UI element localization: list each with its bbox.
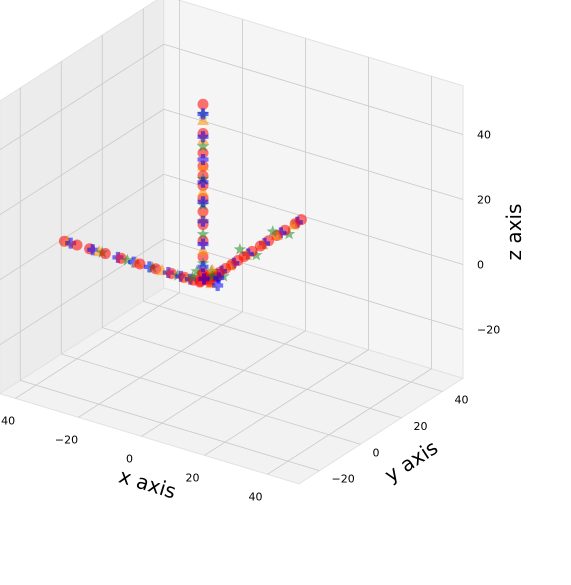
back-pane — [163, 0, 464, 379]
grid-y-floor — [143, 300, 443, 392]
z-tick-label: −20 — [477, 324, 500, 337]
circle-point — [197, 98, 209, 110]
plus-point — [197, 154, 209, 165]
tick-labels: −40 −20 0 20 40 −20 0 20 40 −20 0 20 40 — [0, 129, 500, 504]
left-pane — [0, 0, 165, 395]
triangle-point — [197, 185, 209, 197]
grid-x-floor — [267, 368, 432, 475]
star-point — [190, 264, 203, 277]
x-tick-label: 0 — [126, 452, 133, 465]
circle-point — [99, 248, 111, 260]
grid-z-back — [163, 238, 464, 330]
star-point — [233, 243, 247, 255]
plus-point — [197, 176, 209, 188]
circle-point — [134, 258, 146, 270]
x-tick-label: −40 — [0, 414, 15, 427]
grid-x-floor — [78, 311, 243, 418]
plus-point — [197, 261, 209, 273]
star-point — [206, 269, 219, 282]
star-point — [121, 253, 134, 266]
star-point — [186, 270, 199, 283]
plus-point — [197, 238, 209, 250]
z-tick-label: 0 — [477, 259, 484, 272]
plus-point — [213, 272, 225, 284]
grid-lines — [0, 0, 464, 475]
grid-y-floor — [61, 353, 361, 445]
z-axis-label: z axis — [502, 204, 526, 261]
x-tick-label: 20 — [186, 471, 200, 484]
x-axis-label: x axis — [116, 464, 179, 504]
plus-point — [212, 279, 224, 291]
plus-point — [128, 256, 140, 268]
grid-x-floor — [141, 330, 306, 437]
plus-point — [197, 131, 209, 143]
x-tick-label: −20 — [55, 433, 78, 446]
circle-point — [71, 239, 83, 251]
circle-point — [166, 268, 177, 279]
plus-point — [197, 196, 209, 208]
plus-point — [198, 273, 210, 285]
x-tick-label: 40 — [249, 490, 263, 503]
data-points — [58, 98, 307, 291]
grid-z-left — [0, 238, 164, 346]
axis-panes — [0, 0, 465, 485]
grid-y-floor — [102, 327, 402, 419]
z-tick-label: 40 — [477, 129, 491, 142]
y-tick-label: −20 — [332, 473, 355, 486]
plus-point — [65, 237, 77, 249]
grid-z-back — [163, 173, 464, 265]
y-tick-label: 20 — [414, 420, 428, 433]
grid-z-back — [163, 108, 464, 200]
grid-y-floor — [20, 380, 320, 472]
grid-z-left — [0, 108, 164, 216]
circle-point — [115, 252, 127, 264]
grid-z-left — [0, 173, 164, 281]
z-tick-label: 20 — [477, 194, 491, 207]
grid-z-back — [163, 43, 464, 135]
circle-point — [254, 240, 266, 252]
plus-point — [197, 108, 209, 120]
grid-x-floor — [15, 292, 180, 399]
plus-point — [87, 244, 99, 256]
plus-point — [197, 215, 209, 227]
star-point — [196, 227, 210, 240]
star-point — [196, 140, 210, 152]
y-tick-label: 40 — [455, 393, 469, 406]
y-axis-label: y axis — [380, 435, 442, 487]
grid-z-left — [0, 43, 164, 151]
grid-x-floor — [204, 349, 369, 456]
star-point — [266, 225, 279, 237]
y-tick-label: 0 — [373, 446, 380, 459]
triangle-point — [287, 218, 300, 230]
triangle-point — [270, 228, 283, 240]
